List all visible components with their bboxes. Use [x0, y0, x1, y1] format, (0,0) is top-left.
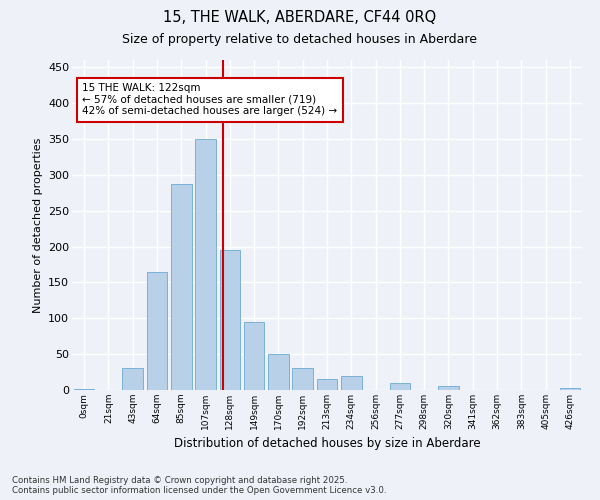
Bar — [146, 272, 167, 390]
Text: 15 THE WALK: 122sqm
← 57% of detached houses are smaller (719)
42% of semi-detac: 15 THE WALK: 122sqm ← 57% of detached ho… — [82, 83, 337, 116]
Bar — [220, 250, 240, 390]
Bar — [341, 376, 362, 390]
Bar — [317, 379, 337, 390]
X-axis label: Distribution of detached houses by size in Aberdare: Distribution of detached houses by size … — [173, 438, 481, 450]
Bar — [122, 368, 143, 390]
Bar — [292, 368, 313, 390]
Bar — [171, 184, 191, 390]
Bar — [389, 383, 410, 390]
Bar — [438, 386, 459, 390]
Bar — [268, 354, 289, 390]
Bar — [560, 388, 580, 390]
Bar — [74, 388, 94, 390]
Text: Contains HM Land Registry data © Crown copyright and database right 2025.
Contai: Contains HM Land Registry data © Crown c… — [12, 476, 386, 495]
Bar — [244, 322, 265, 390]
Bar — [195, 139, 216, 390]
Text: 15, THE WALK, ABERDARE, CF44 0RQ: 15, THE WALK, ABERDARE, CF44 0RQ — [163, 10, 437, 25]
Y-axis label: Number of detached properties: Number of detached properties — [32, 138, 43, 312]
Text: Size of property relative to detached houses in Aberdare: Size of property relative to detached ho… — [122, 32, 478, 46]
